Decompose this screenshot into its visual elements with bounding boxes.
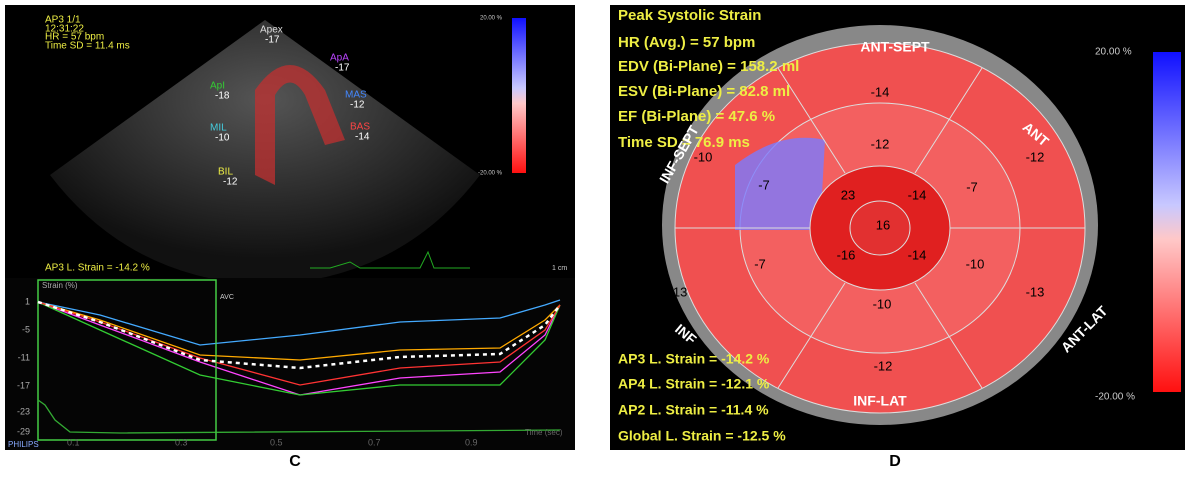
segment-value: -7 (754, 256, 766, 271)
x-label: 0.3 (175, 437, 188, 447)
segment-value: 16 (876, 217, 890, 232)
panel-label: D (889, 453, 901, 470)
segment-value: -12 (874, 358, 893, 373)
info-line: ESV (Bi-Plane) = 82.8 ml (618, 83, 790, 100)
segment-name: BIL (218, 167, 233, 178)
y-label: -11 (18, 352, 30, 362)
x-title: Time (sec) (525, 428, 563, 437)
segment-value: -10 (966, 256, 985, 271)
segment-value: -14 (908, 187, 927, 202)
distance: 1 cm (552, 265, 567, 272)
segment-value: -10 (694, 149, 713, 164)
segment-lines (675, 67, 1085, 389)
panel-label: C (289, 453, 301, 470)
x-label: 0.9 (465, 437, 478, 447)
info-line: EF (Bi-Plane) = 47.6 % (618, 108, 775, 125)
segment-value: -14 (908, 247, 927, 262)
segment-value: -12 (1026, 149, 1045, 164)
segment-value: -13 (1026, 284, 1045, 299)
y-label: -23 (17, 406, 30, 416)
segment-value: -12 (223, 177, 238, 188)
strain-line: AP3 L. Strain = -14.2 % (618, 351, 770, 367)
header-line: HR = 57 bpm (45, 32, 104, 43)
segment-name: BAS (350, 122, 370, 133)
brand: PHILIPS (8, 440, 39, 449)
y-label: -17 (17, 380, 30, 390)
x-label: 0.7 (368, 437, 381, 447)
segment-value: -10 (215, 133, 230, 144)
info-line: EDV (Bi-Plane) = 158.2 ml (618, 58, 799, 75)
scale-label: 20.00 % (480, 16, 503, 22)
wall-label: ANT-SEPT (860, 39, 930, 55)
info-line: Peak Systolic Strain (618, 7, 761, 24)
segment-value: -17 (265, 35, 280, 46)
x-label: 0.5 (270, 437, 283, 447)
segment-value: -7 (758, 177, 770, 192)
segment-value: -14 (355, 132, 370, 143)
segment-name: MAS (345, 90, 367, 101)
blue-patch (735, 137, 825, 230)
y-label: -29 (17, 426, 30, 436)
plot-bg (5, 278, 575, 450)
header-line: Time SD = 11.4 ms (45, 41, 130, 52)
strain-line: AP2 L. Strain = -11.4 % (618, 402, 769, 418)
info-line: HR (Avg.) = 57 bpm (618, 34, 755, 51)
segment-name: MIL (210, 123, 227, 134)
y-label: 1 (25, 296, 30, 306)
info-line: Time SD = 76.9 ms (618, 134, 750, 151)
header-line: AP3 1/1 (45, 15, 81, 26)
marker: AVC (220, 294, 234, 301)
segment-name: ApI (210, 81, 225, 92)
scale-label: 20.00 % (1095, 47, 1132, 58)
strain-overlay (255, 65, 345, 185)
segment-value: -7 (966, 179, 978, 194)
ecg (310, 250, 470, 269)
color-scale (512, 18, 526, 173)
bullseye-apex (849, 200, 911, 256)
strain-line: AP4 L. Strain = -12.1 % (618, 376, 770, 392)
plot-title: Strain (%) (42, 281, 78, 290)
segment-name: Apex (260, 25, 283, 36)
segment-value: -16 (837, 247, 856, 262)
segment-value: -18 (215, 91, 230, 102)
x-label: 0.1 (67, 437, 80, 447)
segment-value: 23 (841, 187, 855, 202)
strain-line: Global L. Strain = -12.5 % (618, 428, 786, 444)
segment-value: -12 (350, 100, 365, 111)
segment-value: -17 (335, 63, 350, 74)
strain-curves (37, 299, 561, 434)
header-line: 12:31:22 (45, 24, 84, 35)
scale-label: -20.00 % (1095, 392, 1135, 403)
color-scale (1153, 52, 1181, 392)
wall-label: INF-LAT (853, 393, 907, 409)
segment-value: -12 (871, 136, 890, 151)
segment-name: ApA (330, 53, 349, 64)
segment-value: -14 (871, 84, 890, 99)
scale-label: -20.00 % (478, 171, 503, 177)
strain-text: AP3 L. Strain = -14.2 % (45, 263, 150, 274)
y-label: -5 (22, 324, 30, 334)
segment-value: -10 (873, 296, 892, 311)
segment-value: -13 (669, 284, 688, 299)
